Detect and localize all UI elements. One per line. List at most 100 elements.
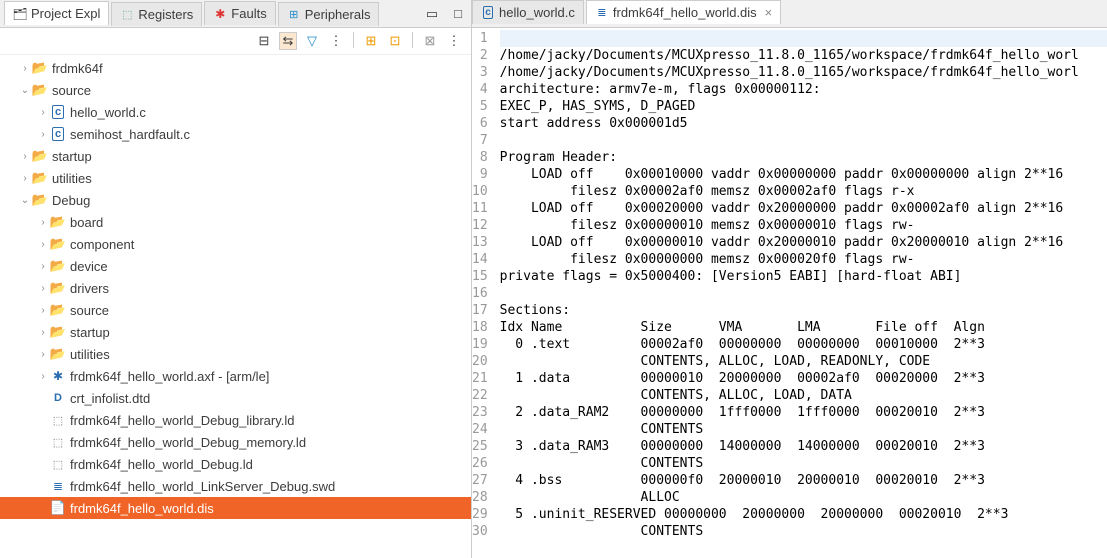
code-line[interactable]: CONTENTS [500,523,1107,540]
tree-item[interactable]: frdmk64f_hello_world_Debug_memory.ld [0,431,471,453]
close-icon[interactable]: × [765,5,773,20]
line-number: 2 [472,47,488,64]
editor-tab[interactable]: hello_world.c [472,0,584,24]
code-line[interactable]: filesz 0x00000010 memsz 0x00000010 flags… [500,217,1107,234]
minimize-icon[interactable]: ▭ [423,5,441,23]
expander-icon[interactable]: › [18,63,32,74]
expander-icon[interactable]: › [36,283,50,294]
expander-icon[interactable]: › [36,327,50,338]
tree-item[interactable]: ›utilities [0,343,471,365]
code-line[interactable]: LOAD off 0x00010000 vaddr 0x00000000 pad… [500,166,1107,183]
expander-icon[interactable]: › [18,151,32,162]
registers-icon [120,7,134,21]
code-line[interactable]: filesz 0x00000000 memsz 0x000020f0 flags… [500,251,1107,268]
code-line[interactable]: CONTENTS, ALLOC, LOAD, DATA [500,387,1107,404]
code-line[interactable]: /home/jacky/Documents/MCUXpresso_11.8.0_… [500,47,1107,64]
filter-icon[interactable]: ▽ [303,32,321,50]
expander-icon[interactable]: › [36,371,50,382]
tree-item[interactable]: ›frdmk64f [0,57,471,79]
code-line[interactable]: CONTENTS [500,455,1107,472]
expander-icon[interactable]: › [36,261,50,272]
expander-icon[interactable]: ⌄ [18,195,32,206]
collapse-all-icon[interactable]: ⊟ [255,32,273,50]
editor-tab[interactable]: frdmk64f_hello_world.dis× [586,0,781,24]
code-content[interactable]: /home/jacky/Documents/MCUXpresso_11.8.0_… [498,28,1107,558]
menu-icon[interactable]: ⋮ [327,32,345,50]
focus-icon[interactable]: ⊞ [362,32,380,50]
tree-item[interactable]: ›startup [0,145,471,167]
code-line[interactable]: CONTENTS [500,421,1107,438]
code-line[interactable]: ALLOC [500,489,1107,506]
view-tab-faults[interactable]: Faults [204,1,275,25]
code-line[interactable]: start address 0x000001d5 [500,115,1107,132]
code-line[interactable]: 4 .bss 000000f0 20000010 20000010 000200… [500,472,1107,489]
maximize-icon[interactable]: □ [449,5,467,23]
code-line[interactable]: EXEC_P, HAS_SYMS, D_PAGED [500,98,1107,115]
expander-icon[interactable]: ⌄ [18,85,32,96]
tree-item[interactable]: frdmk64f_hello_world.dis [0,497,471,519]
tree-item[interactable]: frdmk64f_hello_world_LinkServer_Debug.sw… [0,475,471,497]
code-line[interactable] [500,30,1107,47]
expander-icon[interactable]: › [36,107,50,118]
tree-item[interactable]: frdmk64f_hello_world_Debug.ld [0,453,471,475]
code-line[interactable]: private flags = 0x5000400: [Version5 EAB… [500,268,1107,285]
project-explorer-panel: Project Expl Registers Faults Peripherals ▭… [0,0,472,558]
tree-item[interactable]: crt_infolist.dtd [0,387,471,409]
tree-item[interactable]: ›device [0,255,471,277]
code-line[interactable] [500,285,1107,302]
code-line[interactable]: 3 .data_RAM3 00000000 14000000 14000000 … [500,438,1107,455]
build-icon[interactable]: ⊡ [386,32,404,50]
code-line[interactable]: architecture: armv7e-m, flags 0x00000112… [500,81,1107,98]
tab-label: Faults [231,6,266,21]
tree-item[interactable]: ›utilities [0,167,471,189]
tree-item[interactable]: ›drivers [0,277,471,299]
tree-item[interactable]: frdmk64f_hello_world_Debug_library.ld [0,409,471,431]
tree-item-label: source [52,83,91,98]
link-editor-icon[interactable]: ⇆ [279,32,297,50]
code-line[interactable]: filesz 0x00002af0 memsz 0x00002af0 flags… [500,183,1107,200]
code-line[interactable]: Sections: [500,302,1107,319]
view-tab-project-expl[interactable]: Project Expl [4,1,109,25]
stop-icon[interactable]: ⊠ [421,32,439,50]
tree-item[interactable]: ›component [0,233,471,255]
expander-icon[interactable]: › [36,239,50,250]
view-tab-registers[interactable]: Registers [111,2,202,26]
swd-icon [50,478,66,494]
editor-area[interactable]: 1234567891011121314151617181920212223242… [472,28,1107,558]
line-number: 11 [472,200,488,217]
tree-item[interactable]: ›frdmk64f_hello_world.axf - [arm/le] [0,365,471,387]
code-line[interactable]: /home/jacky/Documents/MCUXpresso_11.8.0_… [500,64,1107,81]
expander-icon[interactable]: › [36,305,50,316]
code-line[interactable]: Program Header: [500,149,1107,166]
code-line[interactable]: CONTENTS, ALLOC, LOAD, READONLY, CODE [500,353,1107,370]
tree-item[interactable]: ›board [0,211,471,233]
line-number: 6 [472,115,488,132]
code-line[interactable]: LOAD off 0x00020000 vaddr 0x20000000 pad… [500,200,1107,217]
tab-label: Project Expl [31,6,100,21]
code-line[interactable]: 0 .text 00002af0 00000000 00000000 00010… [500,336,1107,353]
folder-icon-open [50,346,66,362]
expander-icon[interactable]: › [36,217,50,228]
project-tree[interactable]: ›frdmk64f ⌄ source ›hello_world.c›semihost_… [0,55,471,558]
tree-item-label: frdmk64f_hello_world_LinkServer_Debug.sw… [70,479,335,494]
more-icon[interactable]: ⋮ [445,32,463,50]
toolbar-separator [353,32,354,48]
expander-icon[interactable]: › [36,349,50,360]
line-number: 28 [472,489,488,506]
code-line[interactable]: LOAD off 0x00000010 vaddr 0x20000010 pad… [500,234,1107,251]
code-line[interactable]: 2 .data_RAM2 00000000 1fff0000 1fff0000 … [500,404,1107,421]
tree-item[interactable]: ›hello_world.c [0,101,471,123]
code-line[interactable]: 1 .data 00000010 20000000 00002af0 00020… [500,370,1107,387]
code-line[interactable] [500,132,1107,149]
tree-item[interactable]: ›source [0,299,471,321]
line-number: 12 [472,217,488,234]
tree-item[interactable]: ⌄Debug [0,189,471,211]
code-line[interactable]: 5 .uninit_RESERVED 00000000 20000000 200… [500,506,1107,523]
tree-item[interactable]: ›startup [0,321,471,343]
code-line[interactable]: Idx Name Size VMA LMA File off Algn [500,319,1107,336]
expander-icon[interactable]: › [18,173,32,184]
tree-item[interactable]: ›semihost_hardfault.c [0,123,471,145]
view-tab-peripherals[interactable]: Peripherals [278,2,380,26]
expander-icon[interactable]: › [36,129,50,140]
tree-item[interactable]: ⌄ source [0,79,471,101]
